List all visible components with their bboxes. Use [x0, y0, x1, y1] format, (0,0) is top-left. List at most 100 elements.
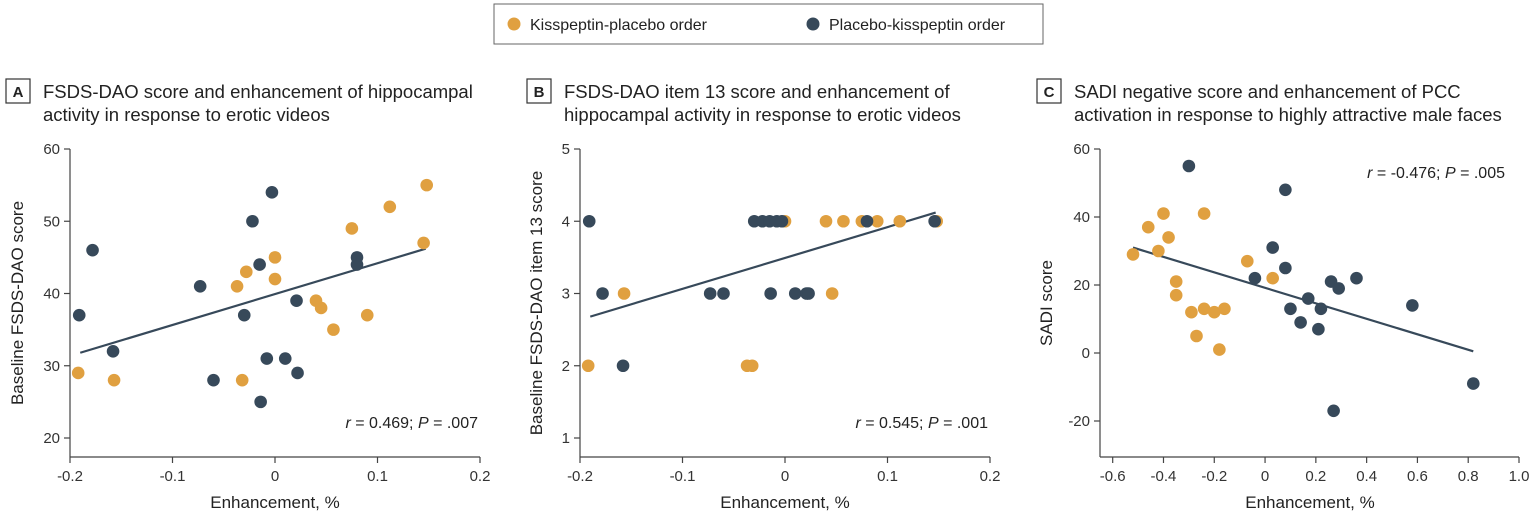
stat-r-value: = 0.545; [861, 415, 928, 432]
point-kisspeptin-placebo [327, 323, 340, 336]
panel-badge-box [5, 78, 31, 104]
point-placebo-kisspeptin [596, 287, 609, 300]
point-kisspeptin-placebo [417, 236, 430, 250]
panel-b: B FSDS-DAO item 13 score and enhancement… [526, 78, 1000, 512]
chart-title-line-2: activation in response to highly attract… [1074, 104, 1502, 125]
x-tick-label: 0 [1261, 468, 1269, 485]
y-tick-label: -20 [1068, 413, 1090, 430]
fit-line [79, 247, 426, 354]
point-kisspeptin-placebo [345, 222, 359, 235]
point-placebo-kisspeptin [582, 214, 596, 228]
point-kisspeptin-placebo [1169, 288, 1183, 302]
x-tick-label: -0.2 [57, 468, 83, 485]
chart-title-line-1: FSDS-DAO item 13 score and enhancement o… [564, 81, 950, 102]
fit-line [589, 211, 936, 318]
panel-badge-letter: B [534, 84, 545, 101]
points [1126, 159, 1480, 418]
x-tick-label: -0.2 [1201, 468, 1227, 485]
point-placebo-kisspeptin [1406, 299, 1419, 312]
x-tick-label: 0 [781, 468, 789, 485]
point-kisspeptin-placebo [745, 359, 759, 373]
point-kisspeptin-placebo [1126, 248, 1140, 261]
legend-box [493, 3, 1044, 45]
point-kisspeptin-placebo [893, 214, 907, 228]
y-tick-label: 30 [43, 358, 60, 375]
y-ticks: 1 2 3 4 5 [562, 141, 580, 447]
y-axis-label: Baseline FSDS-DAO item 13 score [527, 171, 546, 436]
legend-marker-kisspeptin-placebo [507, 17, 521, 31]
y-tick-label: 5 [562, 141, 570, 158]
point-placebo-kisspeptin [1294, 316, 1307, 329]
point-kisspeptin-placebo [837, 214, 850, 228]
chart-title-line-1: FSDS-DAO score and enhancement of hippoc… [43, 81, 473, 102]
point-placebo-kisspeptin [1466, 377, 1480, 390]
x-tick-label: 1.0 [1509, 468, 1530, 485]
point-placebo-kisspeptin [703, 287, 717, 300]
y-tick-label: 40 [1073, 209, 1090, 226]
panel-a: A FSDS-DAO score and enhancement of hipp… [5, 78, 490, 512]
panel-badge-box [1036, 78, 1062, 104]
x-tick-label: 0 [271, 468, 279, 485]
chart-title-line-2: hippocampal activity in response to erot… [564, 104, 961, 125]
y-tick-label: 60 [43, 141, 60, 158]
y-axis-label: SADI score [1037, 260, 1056, 346]
point-placebo-kisspeptin [1350, 271, 1363, 285]
x-tick-label: 0.8 [1458, 468, 1479, 485]
point-kisspeptin-placebo [617, 287, 631, 300]
point-placebo-kisspeptin [350, 258, 364, 271]
x-ticks: -0.2 -0.1 0 0.1 0.2 [57, 457, 490, 485]
stat-annotation: r = 0.469; P = .007 [345, 415, 478, 432]
y-tick-label: 1 [562, 430, 570, 447]
stat-r-value: = 0.469; [351, 415, 418, 432]
legend: Kisspeptin-placebo order Placebo-kisspep… [493, 3, 1044, 45]
point-placebo-kisspeptin [72, 308, 86, 322]
point-placebo-kisspeptin [260, 352, 274, 365]
point-placebo-kisspeptin [788, 287, 802, 300]
point-placebo-kisspeptin [717, 287, 730, 300]
stat-annotation: r = -0.476; P = .005 [1367, 165, 1505, 182]
point-placebo-kisspeptin [764, 287, 777, 300]
chart-title-line-2: activity in response to erotic videos [43, 104, 330, 125]
point-kisspeptin-placebo [240, 265, 253, 279]
point-placebo-kisspeptin [246, 214, 259, 228]
stat-p-value: = .001 [939, 415, 988, 432]
y-tick-label: 0 [1082, 345, 1090, 362]
chart-title-line-1: SADI negative score and enhancement of P… [1074, 81, 1461, 102]
point-kisspeptin-placebo [235, 373, 249, 387]
x-tick-label: 0.4 [1356, 468, 1377, 485]
point-placebo-kisspeptin [1314, 302, 1328, 316]
stat-p-label: P [928, 415, 939, 432]
point-placebo-kisspeptin [1312, 322, 1325, 336]
y-tick-label: 3 [562, 286, 570, 303]
x-tick-label: 0.2 [470, 468, 491, 485]
x-tick-label: 0.1 [877, 468, 898, 485]
point-kisspeptin-placebo [268, 272, 282, 286]
stat-r-label: r [1367, 165, 1373, 182]
legend-label-placebo-kisspeptin: Placebo-kisspeptin order [829, 17, 1006, 34]
point-kisspeptin-placebo [1152, 244, 1165, 258]
point-placebo-kisspeptin [616, 359, 630, 373]
point-kisspeptin-placebo [383, 200, 397, 214]
point-kisspeptin-placebo [1197, 207, 1211, 220]
point-kisspeptin-placebo [819, 214, 833, 228]
point-kisspeptin-placebo [1240, 254, 1254, 268]
y-tick-label: 60 [1073, 141, 1090, 158]
point-placebo-kisspeptin [775, 214, 789, 228]
point-placebo-kisspeptin [1332, 282, 1346, 295]
point-kisspeptin-placebo [870, 214, 884, 228]
point-kisspeptin-placebo [268, 251, 282, 264]
point-placebo-kisspeptin [86, 243, 99, 257]
stat-annotation: r = 0.545; P = .001 [855, 415, 988, 432]
point-kisspeptin-placebo [314, 301, 328, 315]
point-kisspeptin-placebo [1218, 302, 1231, 316]
y-tick-label: 20 [43, 430, 60, 447]
point-placebo-kisspeptin [253, 258, 266, 271]
x-axis-label: Enhancement, % [210, 493, 339, 512]
x-tick-label: -0.1 [670, 468, 696, 485]
x-tick-label: -0.2 [567, 468, 593, 485]
point-kisspeptin-placebo [1266, 271, 1279, 285]
point-kisspeptin-placebo [420, 178, 434, 192]
point-kisspeptin-placebo [1197, 302, 1211, 316]
point-placebo-kisspeptin [860, 214, 874, 228]
